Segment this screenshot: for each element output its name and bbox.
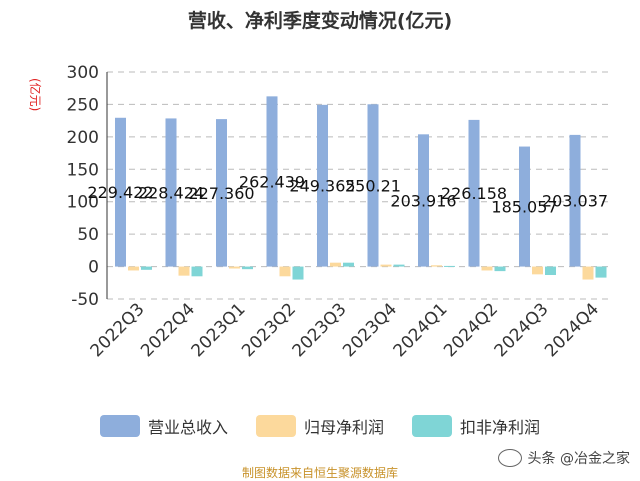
legend-label-net-profit: 归母净利润 bbox=[303, 418, 384, 437]
bar-net-profit bbox=[330, 262, 341, 267]
bar-revenue bbox=[569, 134, 581, 267]
bar-net-profit bbox=[279, 266, 291, 277]
bar-deducted-profit bbox=[141, 266, 152, 270]
bar-revenue bbox=[418, 134, 429, 267]
bar-net-profit bbox=[229, 266, 240, 269]
bar-revenue bbox=[115, 117, 126, 267]
legend-item-net-profit[interactable]: 归母净利润 bbox=[255, 414, 384, 438]
x-tick-label: 2024Q4 bbox=[541, 299, 603, 361]
bar-deducted-profit bbox=[444, 265, 455, 267]
legend: 营业总收入 归母净利润 扣非净利润 bbox=[0, 414, 640, 438]
data-label-revenue: 228.424 bbox=[138, 183, 204, 202]
data-label-revenue: 203.037 bbox=[542, 192, 608, 211]
bar-net-profit bbox=[431, 265, 442, 267]
x-tick-label: 2023Q1 bbox=[188, 299, 250, 361]
bar-deducted-profit bbox=[191, 266, 203, 277]
legend-item-deducted-profit[interactable]: 扣非净利润 bbox=[412, 414, 540, 438]
bar-revenue bbox=[519, 146, 530, 267]
data-source-note: 制图数据来自恒生聚源数据库 bbox=[241, 466, 398, 480]
x-tick-label: 2024Q2 bbox=[440, 299, 502, 361]
x-tick-label: 2024Q3 bbox=[491, 299, 553, 361]
data-label-revenue: 262.439 bbox=[239, 172, 305, 191]
bar-net-profit bbox=[582, 266, 594, 280]
bar-net-profit bbox=[481, 266, 493, 271]
data-label-revenue: 250.21 bbox=[345, 176, 401, 195]
data-label-revenue: 226.158 bbox=[441, 184, 507, 203]
legend-swatch-net-profit bbox=[255, 415, 296, 437]
bar-deducted-profit bbox=[545, 266, 556, 276]
y-tick-label: 200 bbox=[67, 128, 99, 148]
legend-label-deducted-profit: 扣非净利润 bbox=[460, 418, 541, 437]
y-tick-label: 0 bbox=[88, 258, 99, 278]
legend-swatch-deducted-profit bbox=[412, 415, 452, 437]
bar-deducted-profit bbox=[242, 266, 253, 270]
y-tick-label: 300 bbox=[67, 63, 99, 83]
bar-deducted-profit bbox=[343, 262, 354, 267]
data-label-revenue: 203.916 bbox=[390, 191, 456, 210]
bar-deducted-profit bbox=[494, 266, 506, 272]
legend-label-revenue: 营业总收入 bbox=[147, 418, 228, 437]
data-label-revenue: 249.365 bbox=[289, 177, 355, 196]
legend-item-revenue[interactable]: 营业总收入 bbox=[99, 414, 228, 438]
bar-net-profit bbox=[128, 266, 139, 271]
y-tick-label: 250 bbox=[67, 95, 99, 115]
watermark: 头条 @冶金之家 bbox=[497, 448, 630, 468]
y-tick-label: 150 bbox=[67, 160, 99, 180]
x-tick-label: 2024Q1 bbox=[390, 299, 452, 361]
y-tick-label: 50 bbox=[77, 225, 99, 245]
x-tick-label: 2022Q4 bbox=[137, 299, 199, 361]
bar-revenue bbox=[317, 104, 328, 267]
data-label-revenue: 185.057 bbox=[491, 198, 557, 217]
x-tick-label: 2023Q3 bbox=[289, 299, 351, 361]
bar-net-profit bbox=[178, 266, 190, 276]
bar-deducted-profit bbox=[393, 264, 405, 267]
bar-deducted-profit bbox=[292, 266, 304, 280]
bar-revenue bbox=[216, 119, 227, 267]
x-tick-label: 2023Q4 bbox=[339, 299, 401, 361]
legend-swatch-revenue bbox=[99, 415, 140, 437]
bar-revenue bbox=[266, 96, 278, 267]
watermark-icon bbox=[497, 449, 522, 467]
bar-revenue bbox=[367, 104, 379, 267]
bar-chart: -500501001502002503002022Q32022Q42023Q12… bbox=[67, 63, 612, 361]
bar-deducted-profit bbox=[595, 266, 607, 278]
watermark-text: 头条 @冶金之家 bbox=[527, 451, 630, 467]
bar-revenue bbox=[165, 118, 177, 267]
bar-net-profit bbox=[380, 264, 392, 267]
y-tick-label: 100 bbox=[67, 193, 99, 213]
data-label-revenue: 227.360 bbox=[188, 184, 254, 203]
data-label-revenue: 229.422 bbox=[87, 183, 153, 202]
bar-net-profit bbox=[532, 266, 543, 275]
chart-title: 营收、净利季度变动情况(亿元) bbox=[187, 10, 453, 32]
y-tick-label: -50 bbox=[71, 290, 99, 310]
x-tick-label: 2023Q2 bbox=[238, 299, 300, 361]
bar-revenue bbox=[468, 119, 480, 267]
